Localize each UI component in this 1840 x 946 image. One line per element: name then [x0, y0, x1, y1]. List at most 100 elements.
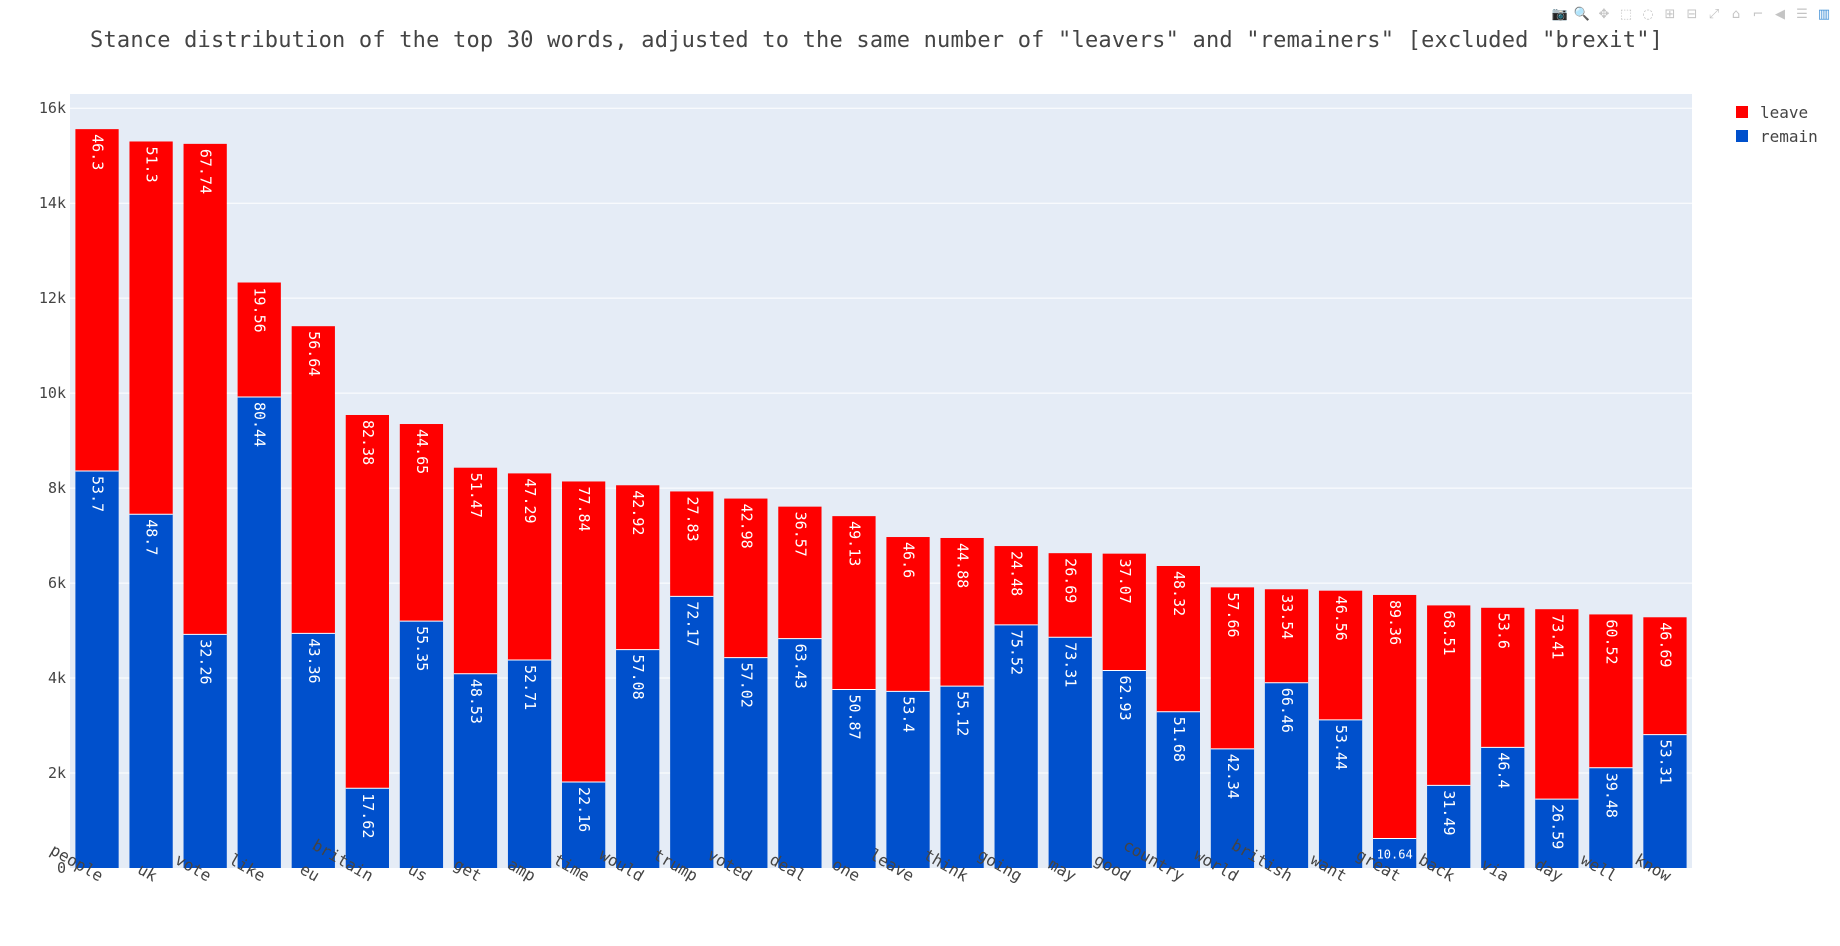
bar-remain-vote[interactable]: [183, 634, 227, 868]
bar-leave-time[interactable]: [562, 481, 606, 783]
bar-remain-great[interactable]: [1373, 838, 1417, 868]
bar-remain-leave[interactable]: [886, 691, 930, 868]
data-label-remain: 53.44: [1332, 725, 1350, 770]
bar-remain-may[interactable]: [1048, 637, 1092, 868]
bar-leave-want[interactable]: [1318, 590, 1363, 720]
bar-leave-country[interactable]: [1156, 565, 1200, 712]
bar-leave-trump[interactable]: [670, 491, 714, 597]
bar-remain-one[interactable]: [832, 689, 876, 868]
bar-remain-well[interactable]: [1589, 767, 1633, 868]
bar-remain-back[interactable]: [1427, 785, 1471, 868]
data-label-remain: 73.31: [1062, 642, 1080, 687]
bar-leave-leave[interactable]: [886, 537, 930, 692]
hover-closest-icon[interactable]: ◀: [1775, 6, 1785, 22]
spike-lines-icon[interactable]: ⌐: [1752, 6, 1764, 22]
bar-remain-going[interactable]: [994, 624, 1038, 868]
plotly-logo-icon[interactable]: ▥: [1817, 6, 1831, 22]
data-label-leave: 68.51: [1440, 610, 1458, 655]
data-label-leave: 33.54: [1278, 594, 1296, 639]
pan-icon[interactable]: ✥: [1598, 6, 1610, 22]
data-label-leave: 46.3: [89, 134, 107, 170]
bar-leave-going[interactable]: [994, 546, 1038, 625]
bar-remain-day[interactable]: [1535, 799, 1579, 868]
bar-leave-may[interactable]: [1048, 553, 1092, 638]
bar-leave-amp[interactable]: [507, 473, 552, 661]
zoom-icon[interactable]: 🔍: [1573, 6, 1591, 22]
bar-leave-eu[interactable]: [291, 326, 335, 634]
data-label-remain: 63.43: [791, 644, 809, 689]
zoom-out-icon[interactable]: ⊟: [1686, 6, 1698, 22]
bar-remain-like[interactable]: [237, 396, 281, 868]
bar-remain-eu[interactable]: [291, 633, 335, 868]
bar-remain-good[interactable]: [1102, 670, 1146, 868]
bar-leave-people[interactable]: [75, 129, 119, 472]
autoscale-icon[interactable]: ⤢: [1708, 6, 1720, 22]
data-label-leave: 51.47: [467, 473, 485, 518]
bar-leave-via[interactable]: [1481, 607, 1525, 748]
bar-remain-uk[interactable]: [129, 514, 173, 868]
legend-item-remain[interactable]: remain: [1736, 124, 1818, 148]
plot-area: [70, 94, 1692, 868]
data-label-leave: 82.38: [359, 420, 377, 465]
bar-remain-people[interactable]: [75, 471, 119, 868]
camera-icon[interactable]: 📷: [1551, 6, 1569, 22]
y-tick-label: 16k: [39, 99, 66, 117]
bar-leave-deal[interactable]: [778, 506, 822, 639]
bar-leave-back[interactable]: [1427, 605, 1471, 786]
data-label-leave: 51.3: [143, 146, 161, 182]
bar-leave-britain[interactable]: [345, 414, 389, 789]
data-label-leave: 42.92: [629, 490, 647, 535]
data-label-remain: 57.02: [737, 663, 755, 708]
bar-remain-britain[interactable]: [345, 788, 389, 868]
bar-leave-get[interactable]: [453, 467, 498, 674]
data-label-remain: 80.44: [251, 402, 269, 447]
bar-leave-good[interactable]: [1102, 553, 1146, 671]
lasso-select-icon[interactable]: ◌: [1642, 6, 1654, 22]
bar-leave-one[interactable]: [832, 516, 876, 690]
data-label-remain: 39.48: [1602, 773, 1620, 818]
y-tick-label: 8k: [48, 479, 66, 497]
bar-remain-trump[interactable]: [670, 596, 714, 868]
bar-leave-know[interactable]: [1643, 617, 1687, 735]
data-label-leave: 57.66: [1224, 592, 1242, 637]
bar-remain-british[interactable]: [1264, 682, 1309, 868]
bar-leave-well[interactable]: [1589, 614, 1633, 768]
bar-leave-us[interactable]: [399, 424, 444, 622]
bar-remain-deal[interactable]: [778, 638, 822, 868]
bar-leave-uk[interactable]: [129, 141, 173, 515]
bar-leave-day[interactable]: [1535, 609, 1579, 800]
box-select-icon[interactable]: ⬚: [1619, 6, 1633, 22]
bar-remain-want[interactable]: [1318, 719, 1363, 868]
bar-leave-world[interactable]: [1210, 587, 1255, 749]
bar-remain-us[interactable]: [399, 621, 444, 868]
bar-leave-would[interactable]: [616, 485, 660, 650]
bar-leave-british[interactable]: [1264, 589, 1309, 683]
data-label-remain: 53.4: [900, 696, 918, 732]
bar-remain-think[interactable]: [940, 686, 984, 868]
bar-leave-like[interactable]: [237, 282, 281, 397]
bar-remain-voted[interactable]: [724, 657, 768, 868]
reset-axes-icon[interactable]: ⌂: [1731, 6, 1741, 22]
bar-leave-great[interactable]: [1373, 594, 1417, 839]
bar-leave-vote[interactable]: [183, 143, 227, 635]
data-label-leave: 49.13: [845, 521, 863, 566]
bar-leave-think[interactable]: [940, 537, 984, 687]
legend: leave remain: [1736, 100, 1818, 148]
bar-remain-get[interactable]: [453, 673, 498, 868]
data-label-remain: 50.87: [845, 694, 863, 739]
bar-remain-would[interactable]: [616, 649, 660, 868]
bar-leave-voted[interactable]: [724, 498, 768, 658]
data-label-leave: 46.56: [1332, 596, 1350, 641]
hover-compare-icon[interactable]: ☰: [1796, 6, 1808, 22]
bar-remain-country[interactable]: [1156, 711, 1200, 868]
y-tick-label: 0: [57, 859, 66, 877]
legend-item-leave[interactable]: leave: [1736, 100, 1818, 124]
bar-remain-know[interactable]: [1643, 734, 1687, 868]
zoom-in-icon[interactable]: ⊞: [1664, 6, 1676, 22]
data-label-remain: 17.62: [359, 793, 377, 838]
bar-remain-time[interactable]: [562, 782, 606, 868]
data-label-remain: 52.71: [521, 665, 539, 710]
bar-remain-amp[interactable]: [507, 660, 552, 868]
bar-remain-world[interactable]: [1210, 748, 1255, 868]
bar-remain-via[interactable]: [1481, 747, 1525, 868]
